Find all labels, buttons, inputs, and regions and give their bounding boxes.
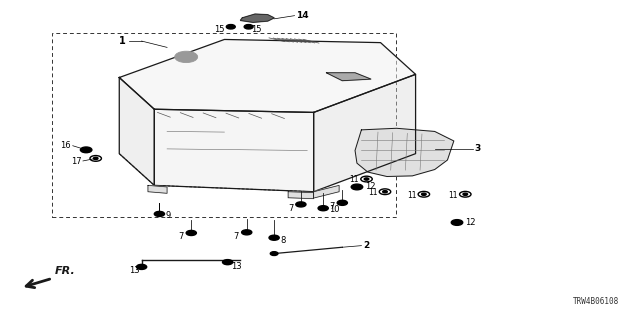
Text: 16: 16 <box>60 141 71 150</box>
Text: TRW4B06108: TRW4B06108 <box>573 297 620 306</box>
Circle shape <box>186 230 196 236</box>
Circle shape <box>451 220 463 225</box>
Text: 17: 17 <box>71 157 82 166</box>
Polygon shape <box>314 74 415 192</box>
Text: 10: 10 <box>330 205 340 214</box>
Text: 12: 12 <box>465 218 475 227</box>
Circle shape <box>422 193 426 196</box>
Text: 13: 13 <box>231 262 241 271</box>
Text: 15: 15 <box>214 25 225 35</box>
Circle shape <box>242 230 252 235</box>
Text: 2: 2 <box>364 241 369 250</box>
Circle shape <box>244 25 253 29</box>
Text: 7: 7 <box>234 232 239 241</box>
Circle shape <box>175 51 198 63</box>
Text: 12: 12 <box>365 182 375 191</box>
Text: 14: 14 <box>296 11 309 20</box>
Circle shape <box>227 25 236 29</box>
Text: 11: 11 <box>368 188 378 197</box>
Circle shape <box>223 260 233 265</box>
Polygon shape <box>288 192 314 199</box>
Circle shape <box>318 206 328 211</box>
Circle shape <box>296 202 306 207</box>
Circle shape <box>81 147 92 153</box>
Circle shape <box>93 157 98 160</box>
Circle shape <box>269 235 279 240</box>
Bar <box>52 33 396 217</box>
Circle shape <box>351 184 363 190</box>
Text: 3: 3 <box>475 144 481 153</box>
Text: 15: 15 <box>251 25 262 35</box>
Circle shape <box>337 200 348 205</box>
Circle shape <box>463 193 468 196</box>
Text: 11: 11 <box>407 191 416 200</box>
Circle shape <box>154 212 164 216</box>
Circle shape <box>270 252 278 255</box>
Text: 11: 11 <box>349 175 359 185</box>
Circle shape <box>383 191 387 193</box>
Text: 7: 7 <box>288 204 293 213</box>
Text: 7: 7 <box>179 232 184 241</box>
Polygon shape <box>119 77 154 185</box>
Text: 1: 1 <box>119 36 125 46</box>
Text: 11: 11 <box>448 191 458 200</box>
Polygon shape <box>148 185 167 193</box>
Polygon shape <box>314 185 339 198</box>
Polygon shape <box>241 14 274 22</box>
Polygon shape <box>154 109 314 192</box>
Circle shape <box>136 264 147 269</box>
Text: 8: 8 <box>280 236 286 245</box>
Text: 7: 7 <box>330 202 335 211</box>
Polygon shape <box>119 39 415 112</box>
Text: FR.: FR. <box>54 267 75 276</box>
Circle shape <box>364 178 369 180</box>
Text: 9: 9 <box>166 211 171 220</box>
Text: 13: 13 <box>129 266 140 275</box>
Polygon shape <box>355 128 454 177</box>
Polygon shape <box>326 73 371 81</box>
